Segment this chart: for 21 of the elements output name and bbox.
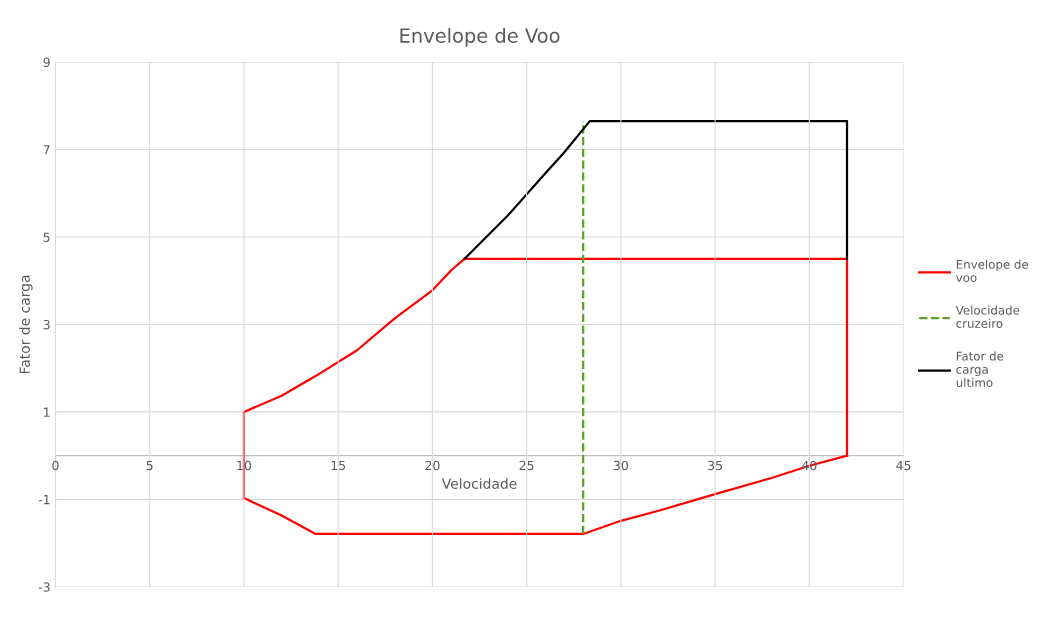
y-tick-label: 1 [44, 407, 50, 417]
y-tick-label: 3 [43, 319, 50, 330]
x-tick-label: 35 [708, 460, 722, 471]
y-axis-title: Fator de carga [19, 275, 33, 374]
legend-label: Velocidade cruzeiro [955, 305, 1020, 328]
x-tick-label: 20 [425, 460, 440, 471]
legend-label: Envelope de voo [956, 259, 1029, 282]
y-tick-label: -1 [38, 495, 50, 505]
x-tick-label: 25 [519, 460, 534, 471]
x-tick-label: 15 [331, 460, 346, 471]
y-tick-label: 7 [43, 145, 50, 155]
x-tick-label: 30 [613, 460, 628, 471]
legend-label: Fator de carga ultimo [956, 351, 1004, 388]
y-tick-label: 9 [43, 57, 50, 68]
y-tick-label: 5 [43, 232, 50, 242]
chart-title: Envelope de Voo [400, 27, 560, 47]
x-tick-label: 0 [52, 460, 59, 471]
y-tick-label: -3 [38, 582, 50, 592]
x-axis-title: Velocidade [441, 478, 517, 489]
x-tick-label: 45 [896, 460, 911, 471]
x-tick-label: 5 [146, 460, 153, 471]
